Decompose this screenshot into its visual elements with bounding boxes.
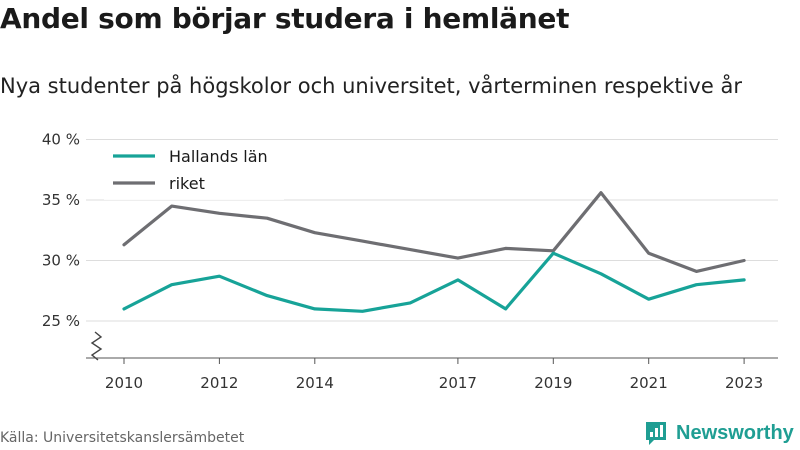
chart-title: Andel som börjar studera i hemlänet (0, 2, 570, 35)
brand-logo: Newsworthy (644, 420, 794, 446)
brand-name: Newsworthy (676, 421, 794, 444)
newsworthy-logo-icon (646, 422, 666, 445)
x-tick-label: 2012 (200, 374, 238, 392)
y-tick-label: 35 % (42, 191, 80, 209)
x-tick-label: 2019 (534, 374, 572, 392)
x-tick-label: 2014 (296, 374, 334, 392)
legend-label: riket (169, 174, 205, 193)
x-tick-label: 2010 (105, 374, 143, 392)
x-tick-label: 2017 (439, 374, 477, 392)
y-tick-label: 40 % (42, 131, 80, 149)
y-tick-label: 25 % (42, 312, 80, 330)
chart-subtitle: Nya studenter på högskolor och universit… (0, 74, 742, 98)
x-tick-label: 2021 (630, 374, 668, 392)
legend-background (104, 140, 284, 200)
axis-break-icon (90, 331, 103, 361)
y-tick-label: 30 % (42, 252, 80, 270)
series-line-hallands (122, 251, 746, 313)
line-chart: 25 % 30 % 35 % 40 % 2010 2012 2014 2017 2019 2021… (42, 131, 778, 392)
series-line-riket (122, 191, 746, 273)
source-note: Källa: Universitetskanslersämbetet (0, 430, 245, 446)
x-tick-label: 2023 (725, 374, 763, 392)
legend-label: Hallands län (169, 147, 268, 166)
